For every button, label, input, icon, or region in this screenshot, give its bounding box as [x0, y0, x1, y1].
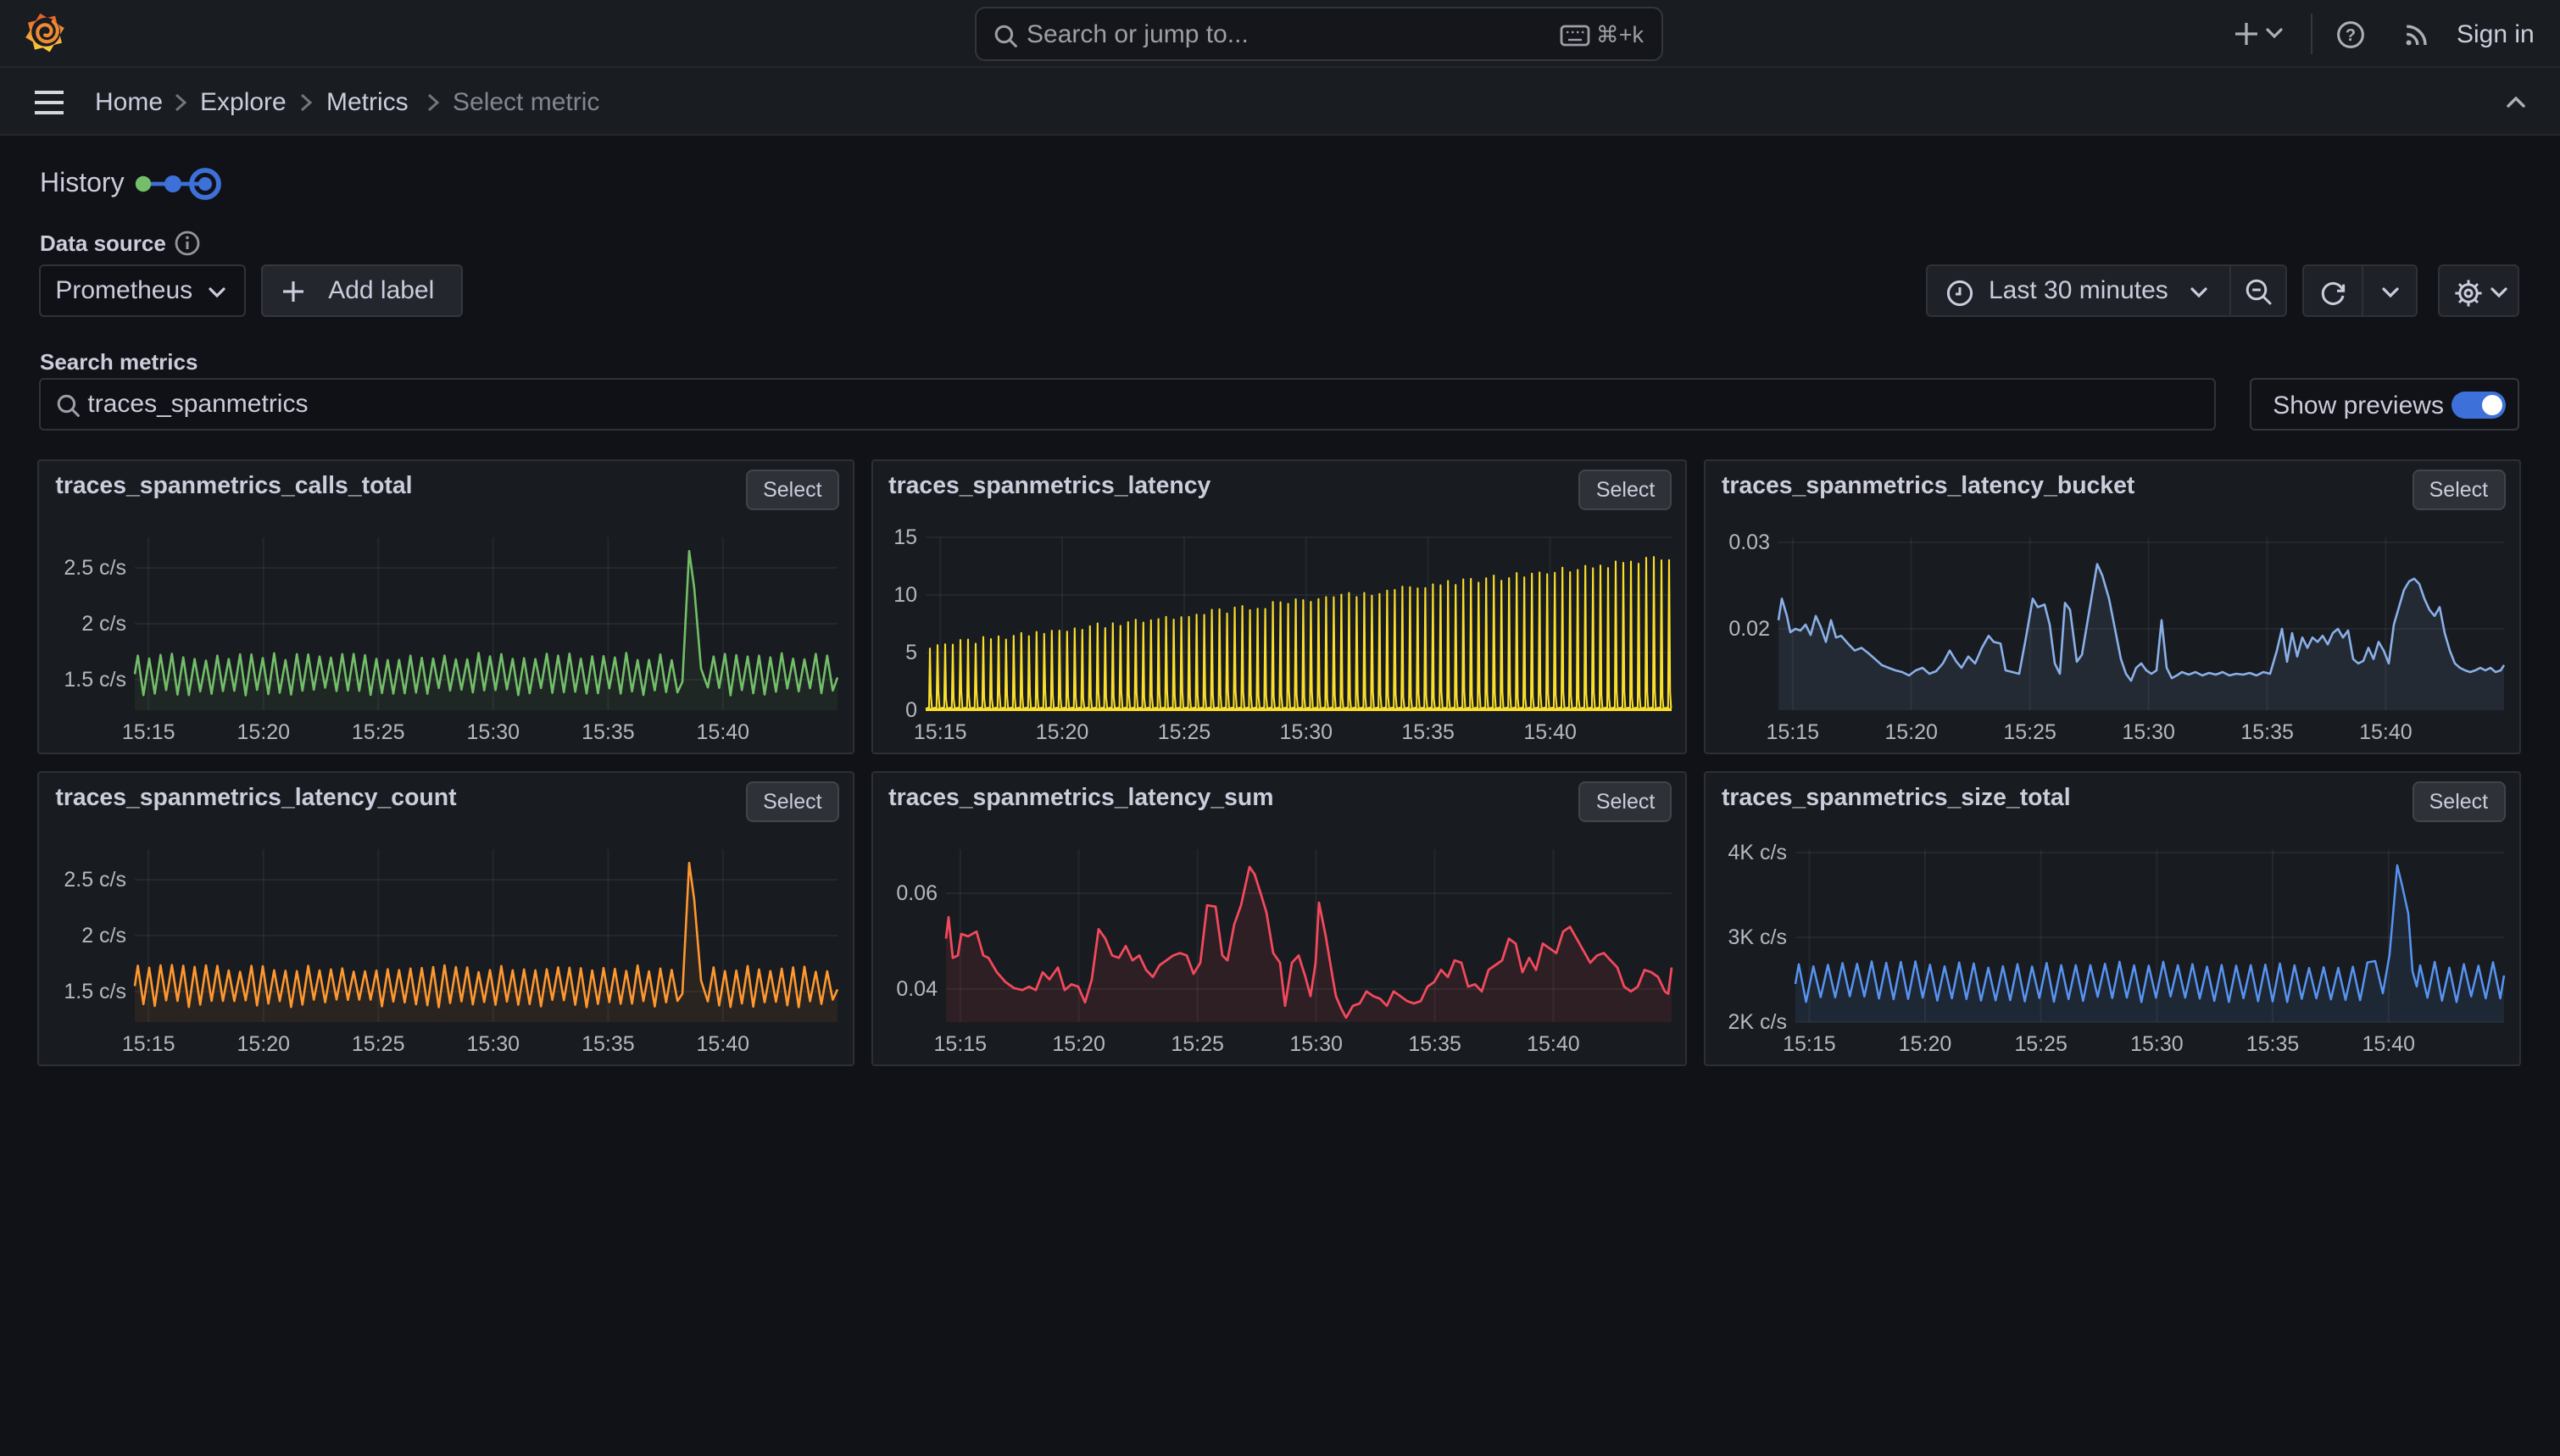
svg-text:5: 5	[904, 640, 916, 664]
svg-text:15:35: 15:35	[2240, 720, 2294, 743]
svg-text:15:35: 15:35	[582, 720, 635, 743]
svg-text:2 c/s: 2 c/s	[82, 611, 127, 635]
svg-text:15:25: 15:25	[1170, 1032, 1223, 1056]
svg-text:15:20: 15:20	[1884, 720, 1938, 743]
svg-text:1.5 c/s: 1.5 c/s	[64, 980, 127, 1003]
svg-text:15: 15	[893, 525, 916, 548]
svg-text:15:35: 15:35	[1407, 1032, 1461, 1056]
svg-text:15:15: 15:15	[1783, 1032, 1836, 1056]
svg-text:15:25: 15:25	[352, 720, 405, 743]
svg-text:3K c/s: 3K c/s	[1728, 925, 1786, 949]
svg-text:0.02: 0.02	[1728, 616, 1770, 640]
svg-text:15:20: 15:20	[237, 1032, 291, 1056]
svg-text:?: ?	[2346, 25, 2356, 44]
svg-text:15:30: 15:30	[1288, 1032, 1342, 1056]
svg-text:2.5 c/s: 2.5 c/s	[64, 555, 127, 579]
svg-text:15:15: 15:15	[122, 720, 175, 743]
svg-text:15:15: 15:15	[122, 1032, 175, 1056]
svg-text:15:20: 15:20	[1051, 1032, 1105, 1056]
svg-text:15:40: 15:40	[697, 1032, 750, 1056]
svg-text:15:35: 15:35	[2246, 1032, 2300, 1056]
svg-text:15:25: 15:25	[2014, 1032, 2067, 1056]
svg-text:15:20: 15:20	[237, 720, 291, 743]
svg-text:15:15: 15:15	[913, 720, 966, 743]
svg-text:15:25: 15:25	[352, 1032, 405, 1056]
svg-text:2.5 c/s: 2.5 c/s	[64, 868, 127, 892]
svg-text:2K c/s: 2K c/s	[1728, 1010, 1786, 1034]
svg-text:0.03: 0.03	[1728, 530, 1770, 553]
svg-text:15:15: 15:15	[933, 1032, 987, 1056]
svg-text:15:20: 15:20	[1035, 720, 1088, 743]
svg-text:0.04: 0.04	[895, 977, 937, 1001]
svg-text:15:30: 15:30	[2122, 720, 2175, 743]
svg-text:15:40: 15:40	[2362, 1032, 2415, 1056]
svg-text:0: 0	[904, 697, 916, 721]
svg-text:15:40: 15:40	[1526, 1032, 1579, 1056]
svg-text:0.06: 0.06	[895, 881, 937, 905]
svg-text:10: 10	[893, 582, 916, 606]
svg-text:15:40: 15:40	[1522, 720, 1576, 743]
svg-text:15:40: 15:40	[697, 720, 750, 743]
svg-text:15:40: 15:40	[2359, 720, 2413, 743]
svg-text:15:25: 15:25	[2003, 720, 2056, 743]
svg-text:2 c/s: 2 c/s	[82, 924, 127, 948]
svg-text:15:15: 15:15	[1766, 720, 1819, 743]
svg-text:15:20: 15:20	[1899, 1032, 1952, 1056]
svg-text:15:30: 15:30	[467, 1032, 520, 1056]
svg-text:15:25: 15:25	[1157, 720, 1210, 743]
svg-text:15:30: 15:30	[2130, 1032, 2184, 1056]
svg-text:1.5 c/s: 1.5 c/s	[64, 667, 127, 691]
svg-text:15:30: 15:30	[1279, 720, 1333, 743]
svg-text:4K c/s: 4K c/s	[1728, 841, 1786, 864]
svg-text:15:35: 15:35	[1400, 720, 1454, 743]
svg-text:15:30: 15:30	[467, 720, 520, 743]
svg-text:15:35: 15:35	[582, 1032, 635, 1056]
